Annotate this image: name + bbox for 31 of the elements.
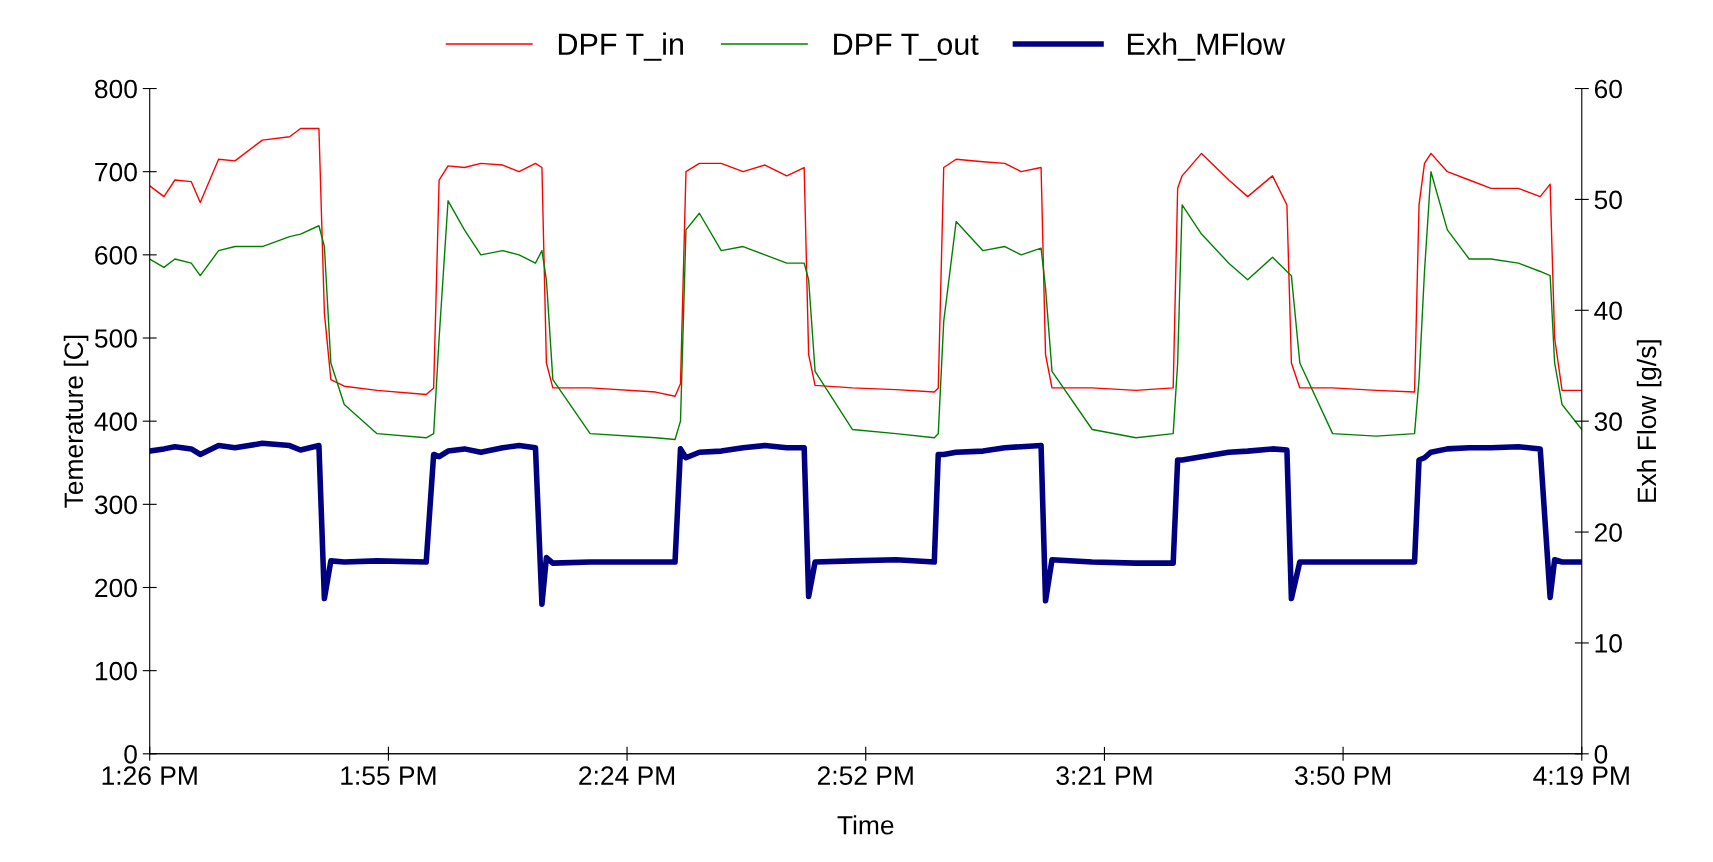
legend-label: DPF T_in	[558, 32, 683, 61]
y-tick-label: 200	[95, 578, 137, 598]
line-series	[149, 170, 1582, 441]
x-tick-label: 2:52 PM	[817, 766, 913, 786]
y2-tick-label: 10	[1595, 634, 1622, 653]
x-tick-label: 1:55 PM	[341, 766, 436, 786]
x-tick-label: 2:24 PM	[579, 766, 675, 785]
y2-tick-label: 60	[1594, 79, 1622, 99]
legend-label: DPF T_out	[834, 33, 979, 61]
legend-label: Exh_MFlow	[1127, 32, 1286, 61]
y2-tick-label: 0	[1594, 744, 1608, 764]
y-tick-label: 0	[124, 744, 137, 764]
x-tick-label: 1:26 PM	[102, 766, 197, 786]
x-tick-label: 4:19 PM	[1533, 766, 1629, 786]
x-tick-label: 3:50 PM	[1294, 766, 1391, 786]
x-axis-title: Time	[837, 815, 894, 835]
y2-axis-title: Exh Flow [g/s]	[1636, 340, 1662, 502]
y-tick-label: 800	[95, 79, 137, 99]
y-tick-label: 400	[94, 412, 137, 431]
y-tick-label: 700	[95, 162, 137, 182]
line-series	[149, 127, 1582, 397]
y-axis-title: Temerature [C]	[63, 335, 89, 508]
y2-tick-label: 30	[1594, 412, 1622, 431]
y2-tick-label: 50	[1594, 190, 1622, 210]
y-tick-label: 500	[94, 329, 137, 348]
y2-tick-label: 40	[1594, 301, 1622, 321]
x-tick-label: 3:21 PM	[1056, 766, 1152, 786]
y-tick-label: 600	[95, 245, 137, 265]
y2-tick-label: 20	[1594, 523, 1622, 542]
y-tick-label: 100	[95, 661, 137, 681]
y-tick-label: 300	[94, 495, 137, 515]
